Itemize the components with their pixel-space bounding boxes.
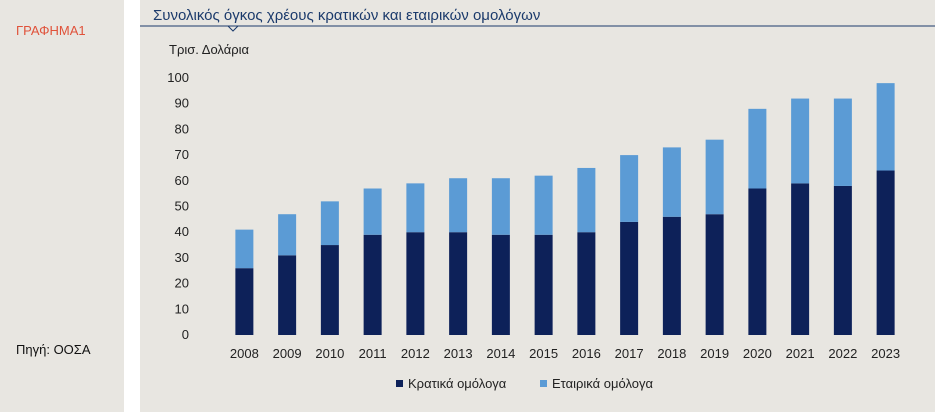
x-tick-label: 2010	[315, 346, 344, 361]
y-tick-label: 0	[182, 327, 189, 342]
legend: Κρατικά ομόλογα Εταιρικά ομόλογα	[396, 376, 654, 391]
x-tick-label: 2018	[657, 346, 686, 361]
bar-government	[491, 234, 510, 335]
bar-government	[449, 232, 468, 335]
bar-government	[278, 255, 297, 335]
bar-government	[534, 234, 553, 335]
bar-corporate	[363, 188, 382, 235]
x-tick-label: 2023	[871, 346, 900, 361]
bar-government	[320, 245, 339, 335]
x-tick-label: 2015	[529, 346, 558, 361]
bar-corporate	[577, 167, 596, 233]
bar-corporate	[791, 98, 810, 184]
bar-corporate	[833, 98, 852, 186]
x-tick-label: 2011	[359, 346, 387, 361]
x-tick-label: 2019	[700, 346, 729, 361]
bar-corporate	[534, 175, 553, 235]
bar-corporate	[406, 183, 425, 233]
y-tick-label: 90	[175, 96, 189, 111]
x-tick-label: 2020	[743, 346, 772, 361]
x-axis: 2008 2009 2010 2011 2012 2013 2014 2015 2016 2017…	[230, 346, 900, 361]
y-tick-label: 50	[175, 199, 189, 214]
source-note: Πηγή: ΟΟΣΑ	[16, 342, 91, 357]
x-tick-label: 2022	[828, 346, 857, 361]
y-axis-unit: Τρισ. Δολάρια	[169, 42, 250, 57]
y-axis: 0 10 20 30 40 50 60 70 80 90 100	[167, 70, 189, 342]
bar-corporate	[705, 139, 724, 215]
bar-government	[662, 216, 681, 335]
y-tick-label: 100	[167, 70, 189, 85]
y-tick-label: 70	[175, 147, 189, 162]
bar-corporate	[876, 83, 895, 171]
bar-corporate	[620, 155, 639, 222]
legend-swatch-government	[396, 380, 403, 387]
y-tick-label: 80	[175, 121, 189, 136]
x-tick-label: 2008	[230, 346, 259, 361]
chart-title: Συνολικός όγκος χρέους κρατικών και εται…	[153, 7, 540, 24]
x-tick-label: 2012	[401, 346, 430, 361]
legend-label-corporate: Εταιρικά ομόλογα	[552, 376, 654, 391]
title-notch	[227, 25, 239, 32]
bar-corporate	[278, 214, 297, 256]
sidebar: ΓΡΑΦΗΜΑ1 Πηγή: ΟΟΣΑ	[0, 0, 124, 412]
chart-panel: Συνολικός όγκος χρέους κρατικών και εται…	[140, 0, 935, 412]
y-tick-label: 40	[175, 224, 189, 239]
x-tick-label: 2014	[486, 346, 515, 361]
bar-government	[791, 183, 810, 335]
y-tick-label: 60	[175, 173, 189, 188]
bar-corporate	[235, 229, 254, 269]
bar-government	[620, 221, 639, 335]
y-tick-label: 30	[175, 250, 189, 265]
bar-government	[748, 188, 767, 335]
bar-government	[833, 185, 852, 335]
bar-government	[577, 232, 596, 335]
x-tick-label: 2016	[572, 346, 601, 361]
y-tick-label: 20	[175, 276, 189, 291]
x-tick-label: 2013	[444, 346, 473, 361]
chart-canvas: Συνολικός όγκος χρέους κρατικών και εται…	[140, 7, 935, 391]
x-tick-label: 2021	[786, 346, 815, 361]
divider	[124, 0, 140, 412]
legend-swatch-corporate	[540, 380, 547, 387]
bar-corporate	[662, 147, 681, 217]
bar-corporate	[491, 178, 510, 235]
bar-government	[876, 170, 895, 335]
bars	[235, 83, 895, 335]
bar-corporate	[748, 108, 767, 189]
legend-label-government: Κρατικά ομόλογα	[408, 376, 507, 391]
bar-corporate	[449, 178, 468, 233]
x-tick-label: 2009	[273, 346, 302, 361]
x-tick-label: 2017	[615, 346, 644, 361]
bar-corporate	[320, 201, 339, 246]
bar-government	[705, 214, 724, 335]
bar-government	[406, 232, 425, 335]
bar-government	[363, 234, 382, 335]
bar-government	[235, 268, 254, 335]
figure-label: ΓΡΑΦΗΜΑ1	[16, 23, 86, 38]
y-tick-label: 10	[175, 301, 189, 316]
